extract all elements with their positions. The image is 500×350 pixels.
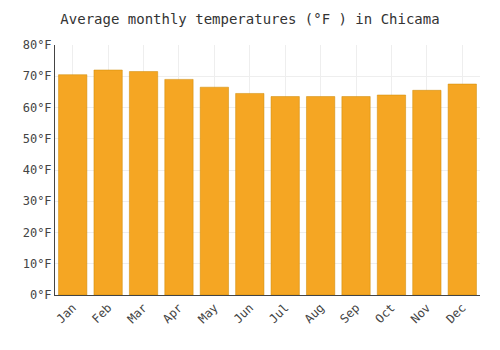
svg-text:Apr: Apr [160, 301, 185, 326]
svg-text:Nov: Nov [408, 301, 433, 326]
svg-text:30°F: 30°F [23, 194, 52, 208]
svg-text:40°F: 40°F [23, 163, 52, 177]
svg-text:Average monthly temperatures (: Average monthly temperatures (°F ) in Ch… [60, 11, 439, 27]
svg-text:10°F: 10°F [23, 257, 52, 271]
svg-text:May: May [196, 301, 221, 326]
svg-text:0°F: 0°F [30, 288, 52, 302]
svg-text:Oct: Oct [373, 301, 398, 326]
svg-text:70°F: 70°F [23, 69, 52, 83]
svg-text:Mar: Mar [125, 301, 150, 326]
svg-text:Aug: Aug [302, 301, 327, 326]
svg-text:Jul: Jul [266, 301, 291, 326]
svg-text:20°F: 20°F [23, 226, 52, 240]
svg-text:Feb: Feb [89, 301, 114, 326]
svg-text:Dec: Dec [443, 301, 468, 326]
svg-text:50°F: 50°F [23, 132, 52, 146]
svg-text:Jun: Jun [231, 301, 256, 326]
svg-text:80°F: 80°F [23, 38, 52, 52]
svg-text:Jan: Jan [54, 301, 79, 326]
svg-text:60°F: 60°F [23, 101, 52, 115]
svg-text:Sep: Sep [337, 301, 362, 326]
